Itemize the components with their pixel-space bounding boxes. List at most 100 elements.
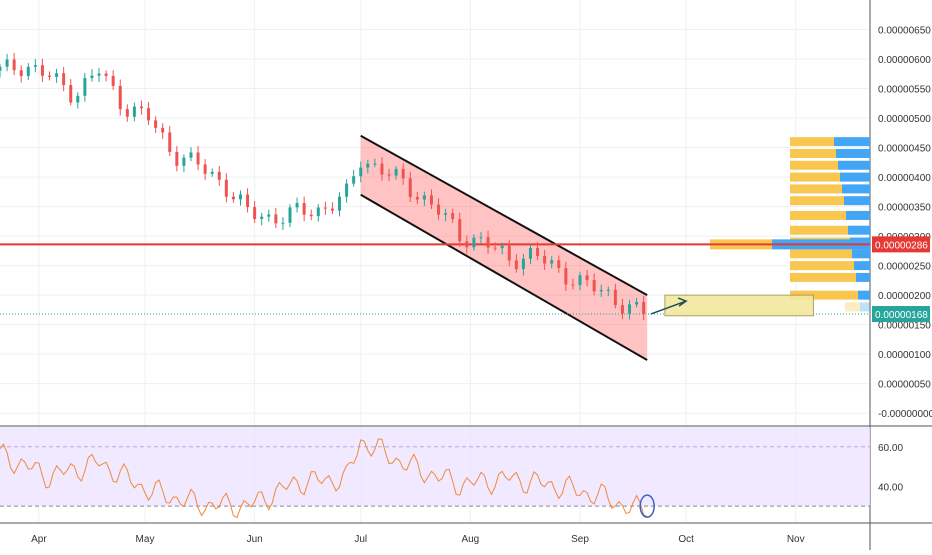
candle-body	[76, 95, 80, 103]
candle-body	[125, 109, 129, 117]
candle-body	[458, 219, 462, 242]
y-tick-label: 0.00000250	[878, 262, 931, 273]
volume-profile-down-bar	[790, 137, 834, 147]
volume-profile-up-bar	[834, 137, 870, 147]
candle-body	[5, 59, 9, 67]
candle-body	[217, 171, 221, 180]
volume-profile-down-bar	[790, 196, 844, 206]
price-tag	[872, 306, 930, 323]
candle-body	[394, 168, 398, 176]
projection-arrow-head	[677, 297, 688, 307]
volume-profile-up-bar	[852, 249, 870, 259]
candle-body	[635, 302, 639, 305]
rsi-tick-label: 60.00	[878, 443, 903, 454]
candle-body	[323, 207, 327, 209]
y-tick-label: 0.00000550	[878, 85, 931, 96]
candle-body	[373, 163, 377, 165]
candle-body	[571, 284, 575, 286]
candle-body	[352, 176, 356, 184]
candle-body	[55, 73, 59, 77]
candle-body	[33, 65, 37, 67]
price-tag	[872, 236, 930, 253]
candle-body	[168, 132, 172, 152]
candle-body	[203, 164, 207, 174]
volume-profile-down-bar	[790, 172, 840, 182]
candle-body	[267, 214, 271, 217]
volume-profile-up-bar	[858, 290, 870, 300]
candle-body	[154, 120, 158, 128]
descending-channel-fill	[360, 135, 648, 361]
channel-upper-line	[360, 134, 648, 297]
y-tick-label: 0.00000400	[878, 173, 931, 184]
volume-profile-up-bar	[846, 210, 870, 220]
candle-body	[585, 275, 589, 280]
candle-body	[90, 75, 94, 79]
volume-profile-up-bar	[838, 160, 870, 170]
x-tick-label: Jun	[247, 534, 263, 545]
candle-body	[19, 70, 23, 77]
rsi-highlight-circle	[639, 494, 655, 518]
candle-body	[345, 183, 349, 197]
candle-body	[26, 66, 30, 77]
candle-body	[309, 214, 313, 217]
candle-body	[422, 195, 426, 200]
candle-body	[564, 268, 568, 285]
candle-body	[408, 178, 412, 197]
rsi-tick-label: 40.00	[878, 482, 903, 493]
candle-body	[628, 304, 632, 314]
candle-body	[118, 85, 122, 110]
candle-body	[210, 171, 214, 174]
candle-body	[111, 75, 115, 86]
volume-profile-up-bar	[844, 196, 870, 206]
candle-body	[550, 260, 554, 264]
candle-body	[189, 152, 193, 158]
volume-profile-down-bar	[790, 148, 836, 158]
candle-body	[606, 289, 610, 291]
candle-body	[48, 75, 52, 77]
candle-body	[274, 214, 278, 224]
x-tick-label: Sep	[571, 534, 589, 545]
candle-body	[500, 245, 504, 249]
x-tick-label: Jul	[354, 534, 367, 545]
candle-body	[380, 163, 384, 175]
candle-body	[536, 248, 540, 256]
candle-body	[479, 237, 483, 239]
candle-body	[175, 151, 179, 166]
candle-body	[599, 289, 603, 292]
volume-profile-up-bar	[860, 302, 870, 312]
candle-body	[69, 85, 73, 103]
x-tick-label: Nov	[787, 534, 805, 545]
y-tick-label: 0.00000350	[878, 203, 931, 214]
candle-body	[642, 302, 646, 314]
volume-profile-up-bar	[856, 272, 870, 282]
volume-profile-up-bar	[842, 184, 870, 194]
candle-body	[0, 66, 2, 71]
candle-body	[338, 196, 342, 211]
candle-body	[521, 258, 525, 270]
price-tag-label: 0.00000168	[875, 310, 928, 321]
candle-body	[444, 213, 448, 215]
candle-body	[12, 59, 16, 71]
candle-body	[281, 222, 285, 224]
candle-body	[366, 163, 370, 168]
y-tick-label: 0.00000600	[878, 55, 931, 66]
y-tick-label: -0.00000000	[878, 409, 932, 420]
volume-profile-down-bar	[790, 249, 852, 259]
x-tick-label: Oct	[678, 534, 694, 545]
candle-body	[182, 157, 186, 166]
candle-body	[437, 204, 441, 215]
candle-body	[613, 289, 617, 306]
y-tick-label: 0.00000150	[878, 321, 931, 332]
candle-body	[401, 168, 405, 179]
x-tick-label: Aug	[461, 534, 479, 545]
volume-profile-down-bar	[790, 225, 848, 235]
y-tick-label: 0.00000200	[878, 291, 931, 302]
volume-profile-down-bar	[790, 290, 858, 300]
candle-body	[132, 106, 136, 117]
rsi-band	[0, 427, 870, 507]
volume-profile-down-bar	[790, 184, 842, 194]
target-zone-box	[664, 294, 814, 317]
candle-body	[493, 247, 497, 249]
candle-body	[260, 216, 264, 219]
volume-profile-up-bar	[840, 172, 870, 182]
